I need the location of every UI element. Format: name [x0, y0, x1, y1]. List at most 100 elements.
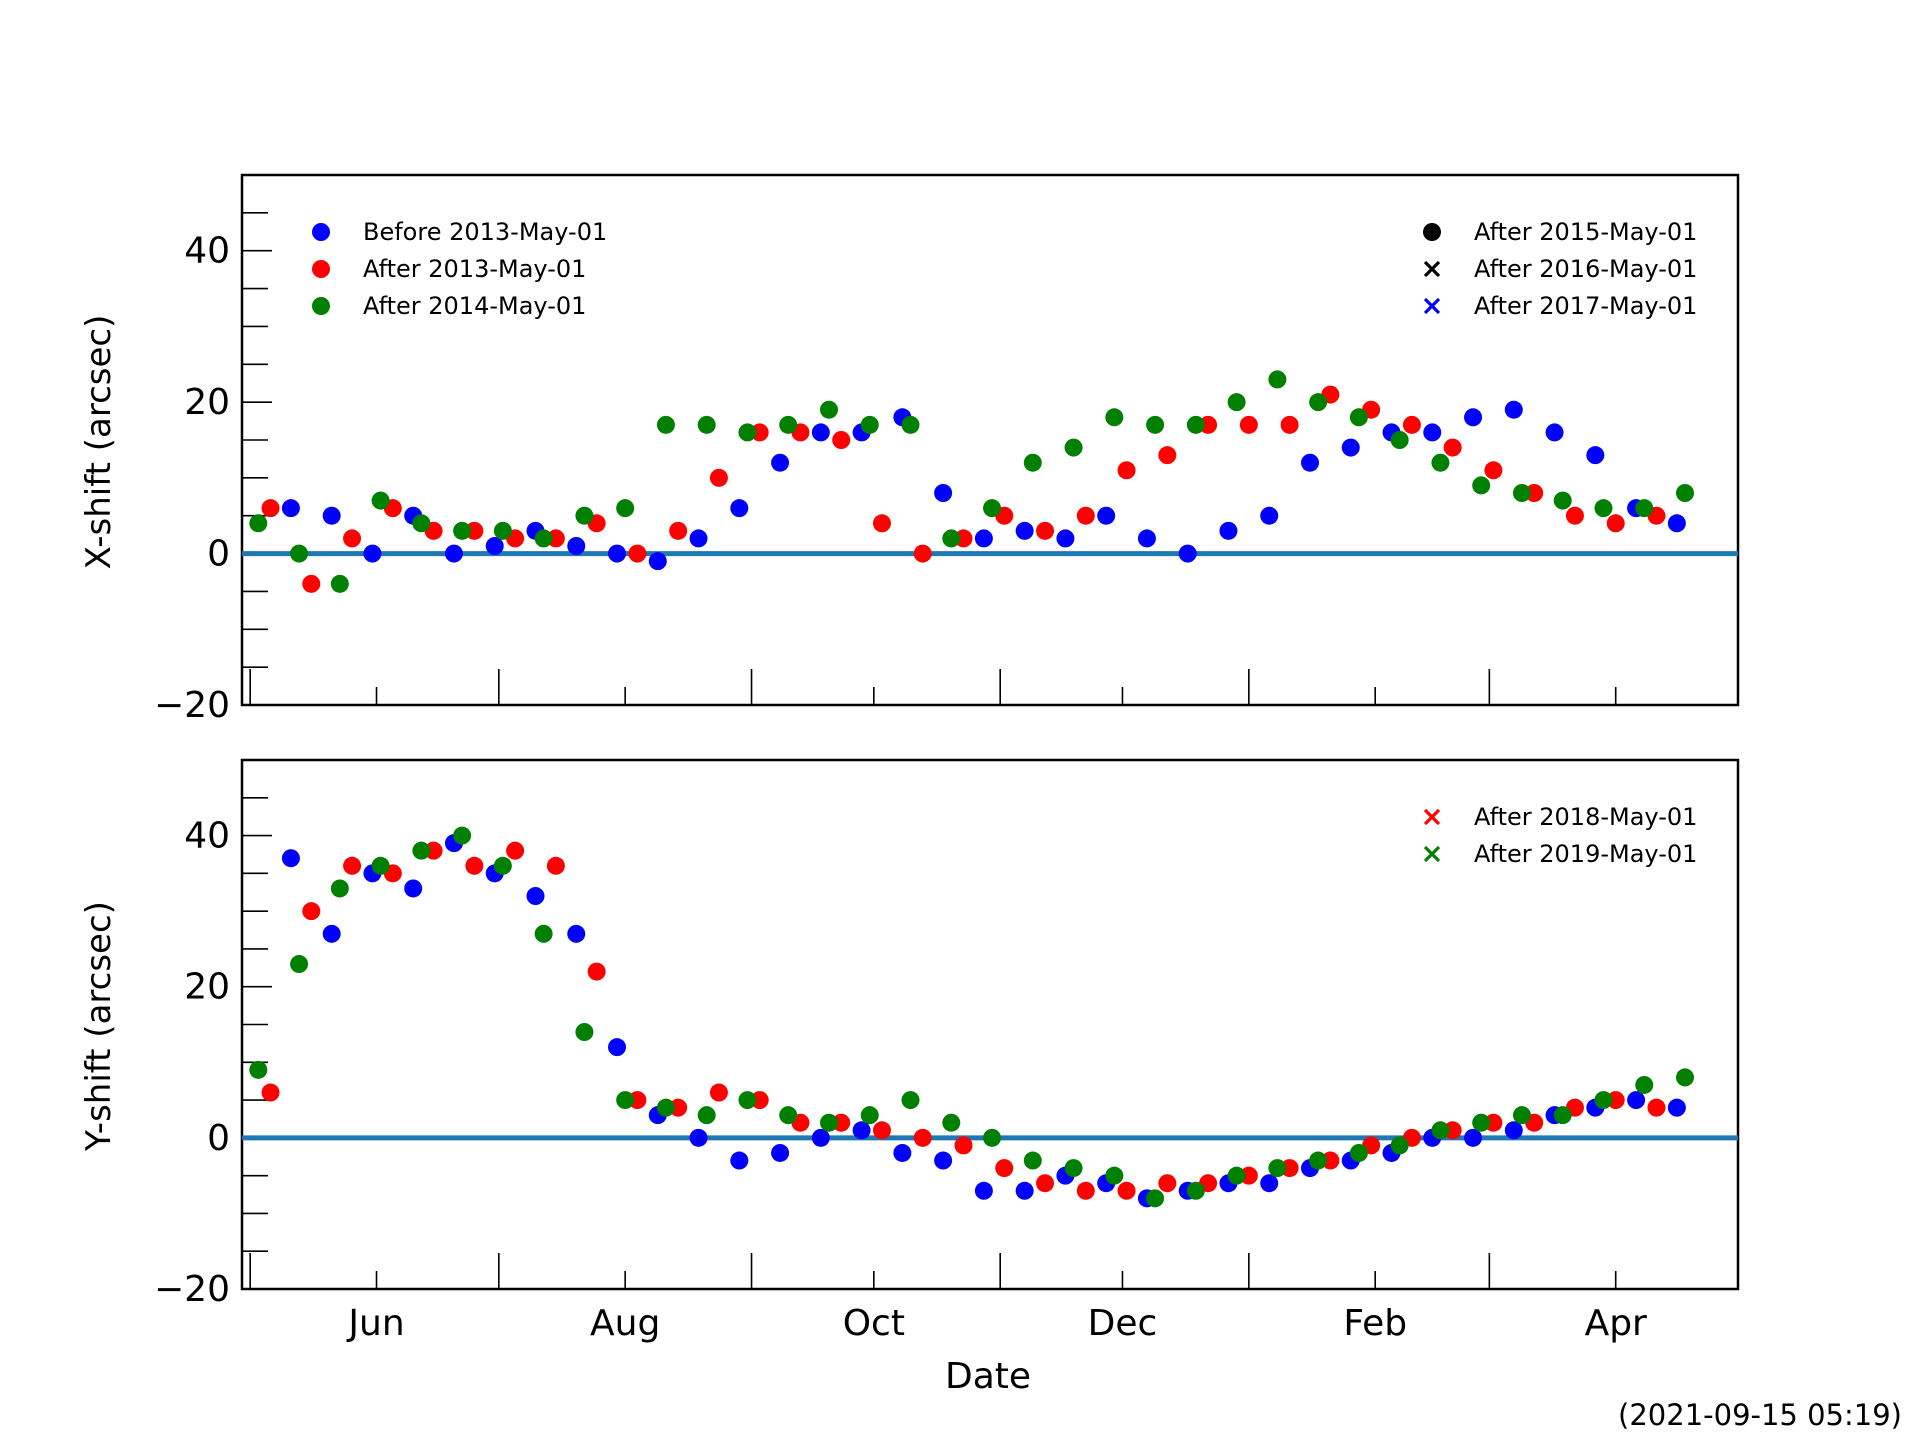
legend-item-after-2017-may-01: After 2017-May-01	[1423, 292, 1697, 320]
point-after-2013-may-01	[343, 856, 362, 875]
point-before-2013-may-01	[689, 1128, 708, 1147]
legend-marker-after-2019-may-01	[1423, 845, 1441, 863]
point-after-2013-may-01	[1117, 461, 1136, 480]
legend-item-after-2013-may-01: After 2013-May-01	[312, 255, 586, 283]
point-after-2014-may-01	[860, 415, 879, 434]
legend-item-after-2015-may-01: After 2015-May-01	[1423, 218, 1697, 246]
point-after-2014-may-01	[412, 841, 431, 860]
point-after-2013-may-01	[1565, 506, 1584, 525]
point-after-2013-may-01	[1280, 415, 1299, 434]
x-shift-legend: Before 2013-May-01 After 2013-May-01 After…	[312, 218, 1697, 320]
point-after-2013-may-01	[1117, 1181, 1136, 1200]
point-before-2013-may-01	[281, 499, 300, 518]
point-after-2014-may-01	[575, 1023, 594, 1042]
point-before-2013-may-01	[852, 1121, 871, 1140]
point-after-2014-may-01	[1512, 484, 1531, 502]
legend-label-after-2018-may-01: After 2018-May-01	[1474, 803, 1697, 831]
point-after-2013-may-01	[872, 514, 891, 533]
point-after-2013-may-01	[302, 574, 321, 593]
point-after-2013-may-01	[1158, 1174, 1177, 1193]
point-after-2013-may-01	[669, 521, 688, 540]
point-after-2014-may-01	[453, 826, 472, 845]
point-after-2014-may-01	[493, 856, 512, 875]
y-tick-label: 0	[207, 534, 230, 575]
point-before-2013-may-01	[1260, 1174, 1279, 1193]
point-before-2013-may-01	[1137, 529, 1156, 548]
point-after-2014-may-01	[1349, 1143, 1368, 1162]
point-after-2014-may-01	[1268, 1159, 1287, 1178]
point-after-2014-may-01	[942, 1113, 961, 1132]
point-after-2014-may-01	[697, 415, 716, 434]
y-tick-label: 20	[184, 967, 230, 1008]
point-after-2014-may-01	[1676, 1068, 1695, 1087]
legend-marker-after-2016-may-01	[1423, 260, 1441, 278]
point-before-2013-may-01	[1545, 423, 1564, 442]
point-after-2014-may-01	[1472, 476, 1491, 495]
point-after-2014-may-01	[1512, 1106, 1531, 1125]
point-after-2013-may-01	[1076, 1181, 1095, 1200]
y-shift-data-points	[249, 826, 1695, 1208]
legend-label-after-2014-may-01: After 2014-May-01	[363, 292, 586, 320]
point-after-2014-may-01	[819, 400, 838, 419]
point-after-2013-may-01	[709, 1083, 728, 1102]
point-after-2014-may-01	[1553, 1106, 1572, 1125]
point-after-2014-may-01	[534, 924, 553, 943]
point-before-2013-may-01	[811, 423, 830, 442]
point-before-2013-may-01	[1015, 521, 1034, 540]
point-after-2014-may-01	[1023, 1151, 1042, 1170]
point-after-2014-may-01	[1472, 1113, 1491, 1132]
point-after-2014-may-01	[1553, 491, 1572, 510]
legend-marker-after-2014-may-01	[312, 297, 330, 315]
y-tick-label: 40	[184, 231, 230, 272]
legend-item-after-2014-may-01: After 2014-May-01	[312, 292, 586, 320]
point-after-2013-may-01	[872, 1121, 891, 1140]
point-after-2014-may-01	[371, 856, 390, 875]
point-after-2014-may-01	[1349, 408, 1368, 427]
legend-label-after-2019-may-01: After 2019-May-01	[1474, 840, 1697, 868]
point-after-2013-may-01	[261, 1083, 280, 1102]
point-after-2013-may-01	[1076, 506, 1095, 525]
point-before-2013-may-01	[974, 1181, 993, 1200]
point-after-2014-may-01	[1390, 431, 1409, 449]
legend-marker-before-2013-may-01	[312, 223, 330, 241]
point-before-2013-may-01	[1097, 506, 1116, 525]
point-before-2013-may-01	[811, 1128, 830, 1147]
point-after-2014-may-01	[1064, 1159, 1083, 1178]
point-before-2013-may-01	[1423, 423, 1442, 442]
point-after-2014-may-01	[1594, 1091, 1613, 1110]
point-after-2013-may-01	[913, 1128, 932, 1147]
x-tick-label-dec: Dec	[1088, 1303, 1158, 1344]
legend-label-after-2016-may-01: After 2016-May-01	[1474, 255, 1697, 283]
point-before-2013-may-01	[934, 1151, 953, 1170]
point-after-2014-may-01	[1146, 415, 1165, 434]
y-shift-y-axis-label: Y-shift (arcsec)	[79, 901, 119, 1152]
point-after-2014-may-01	[616, 1091, 635, 1110]
point-after-2014-may-01	[1635, 1075, 1654, 1094]
point-after-2014-may-01	[493, 521, 512, 540]
point-before-2013-may-01	[485, 537, 504, 555]
point-after-2013-may-01	[546, 856, 565, 875]
legend-marker-after-2015-may-01	[1423, 223, 1441, 241]
point-before-2013-may-01	[1504, 1121, 1523, 1140]
point-after-2014-may-01	[616, 499, 635, 518]
x-axis-label: Date	[945, 1356, 1031, 1397]
legend-label-before-2013-may-01: Before 2013-May-01	[363, 218, 607, 246]
x-shift-axis-ticks: −20 0 20 40	[154, 174, 1739, 726]
point-after-2014-may-01	[779, 1106, 798, 1125]
point-after-2014-may-01	[290, 955, 309, 974]
point-after-2013-may-01	[1036, 521, 1055, 540]
point-before-2013-may-01	[1178, 544, 1197, 563]
point-before-2013-may-01	[730, 1151, 749, 1170]
point-after-2014-may-01	[656, 1098, 675, 1117]
point-before-2013-may-01	[363, 544, 382, 563]
point-before-2013-may-01	[281, 849, 300, 868]
point-after-2013-may-01	[1239, 415, 1258, 434]
point-after-2013-may-01	[1484, 461, 1503, 480]
point-after-2014-may-01	[1594, 499, 1613, 518]
point-after-2013-may-01	[302, 902, 321, 921]
point-before-2013-may-01	[567, 924, 586, 943]
point-after-2013-may-01	[1443, 438, 1462, 457]
point-after-2014-may-01	[534, 529, 553, 548]
point-after-2014-may-01	[1390, 1136, 1409, 1155]
